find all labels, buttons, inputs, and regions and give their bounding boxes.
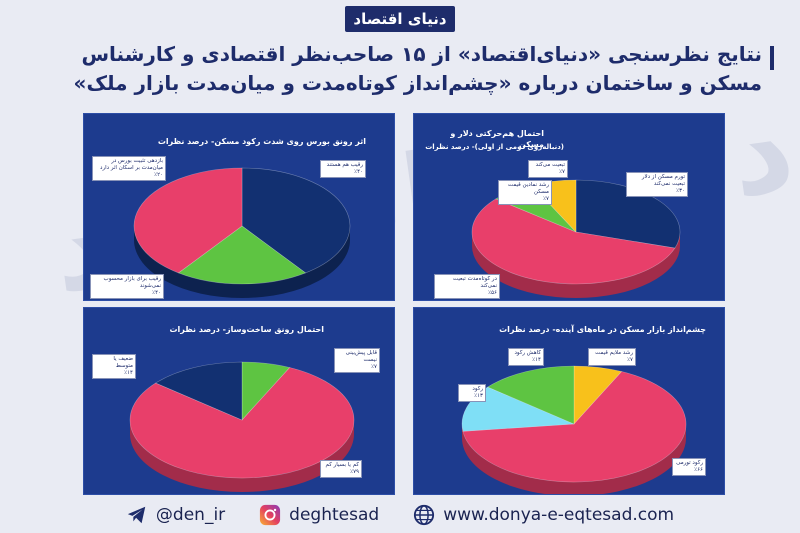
headline: نتایج نظرسنجی «دنیای‌اقتصاد» از ۱۵ صاحب‌… (73, 42, 762, 95)
pie-slice (241, 167, 351, 274)
slice-label: قابل پیش‌بینی نیست ٪۷ (334, 348, 380, 373)
chart-title: احتمال هم‌حرکتی دلار و مسکن (450, 129, 544, 149)
chart-panel-dollar: احتمال هم‌حرکتی دلار و مسکن (دنباله‌روی … (413, 113, 725, 301)
slice-label-text: رشد ملایم قیمت (595, 350, 633, 356)
slice-label-value: ٪۱۴ (532, 357, 541, 363)
pie-slice (487, 365, 575, 425)
pie-slice (177, 225, 307, 285)
slice-label-value: ٪۱۳ (474, 393, 483, 399)
pie-chart-outlook (461, 365, 687, 494)
slice-label-value: ٪۷۹ (350, 469, 359, 475)
slice-label-value: ٪۴۰ (354, 169, 363, 175)
slice-label: تورم مسکن از دلار تبعیت نمی‌کند ٪۳۰ (626, 172, 688, 197)
pie-slice (462, 371, 687, 483)
pie-slice (129, 367, 355, 479)
chart-title: اثر رونق بورس روی شدت رکود مسکن- درصد نظ… (157, 137, 366, 146)
slice-label-text: بازدهی تثبیت بورس در میان‌مدت بر اسکان ا… (100, 158, 163, 171)
chart-panel-construction: احتمال رونق ساخت‌وساز- درصد نظرات قابل پ… (83, 307, 395, 495)
slice-label: رقیب هم هستند ٪۴۰ (320, 160, 366, 178)
telegram-handle: @den_ir (155, 505, 226, 525)
globe-icon (414, 504, 435, 526)
pie-depth (134, 226, 350, 298)
instagram-handle: deghtesad (289, 505, 380, 525)
slice-label-value: ٪۶۶ (694, 467, 703, 473)
slice-label: تبعیت می‌کند ٪۷ (528, 160, 568, 178)
footer-website[interactable]: www.donya-e-eqtesad.com (413, 504, 674, 526)
slice-label-value: ٪۷ (627, 357, 633, 363)
slice-label-text: رکود (472, 386, 483, 392)
pie-slice (133, 167, 243, 274)
pie-slice (155, 361, 243, 421)
slice-label: رقیب برای بازار محسوب نمی‌شوند ٪۴۰ (90, 274, 164, 299)
slice-label-text: کاهش رکود (514, 350, 541, 356)
pie-depth (472, 232, 680, 298)
footer-telegram[interactable]: @den_ir (126, 504, 225, 526)
slice-label-text: ضعیف یا متوسط (113, 356, 133, 369)
headline-accent-bar (770, 46, 774, 70)
slice-label: بازدهی تثبیت بورس در میان‌مدت بر اسکان ا… (92, 156, 166, 181)
slice-label-value: ٪۳۰ (676, 188, 685, 194)
pie-chart-stock (133, 167, 351, 298)
slice-label-text: کم یا بسیار کم (325, 462, 359, 468)
slice-label-value: ٪۱۴ (124, 370, 133, 376)
slice-label: رکود تورمی ٪۶۶ (672, 458, 706, 476)
slice-label: کم یا بسیار کم ٪۷۹ (320, 460, 362, 478)
logo: دنیای اقتصاد (345, 6, 455, 32)
slice-label: ضعیف یا متوسط ٪۱۴ (92, 354, 136, 379)
slice-label-text: رقیب هم هستند (326, 162, 363, 168)
slice-label-value: ٪۲۰ (154, 172, 163, 178)
pie-slice (575, 179, 681, 249)
slice-label: در کوتاه‌مدت تبعیت نمی‌کند ٪۵۶ (434, 274, 500, 299)
slice-label: رکود ٪۱۳ (458, 384, 486, 402)
slice-label-value: ٪۷ (559, 169, 565, 175)
slice-label-text: رقیب برای بازار محسوب نمی‌شوند (103, 276, 161, 289)
pie-slice (573, 365, 623, 425)
slice-label: رشد نمادین قیمت مسکن ٪۷ (498, 180, 552, 205)
slice-label-text: رشد نمادین قیمت مسکن (507, 182, 549, 195)
slice-label-text: تبعیت می‌کند (535, 162, 565, 168)
slice-label-value: ٪۷ (543, 196, 549, 202)
pie-chart-dollar (471, 179, 681, 298)
slice-label-value: ٪۵۶ (488, 290, 497, 296)
chart-panel-stock: اثر رونق بورس روی شدت رکود مسکن- درصد نظ… (83, 113, 395, 301)
slice-label: رشد ملایم قیمت ٪۷ (588, 348, 636, 366)
pie-chart-construction (129, 361, 355, 492)
pie-depth (130, 420, 354, 492)
telegram-icon (127, 506, 146, 524)
footer: @den_ir deghtesad www.donya-e-eqtesad.c (0, 500, 800, 530)
slice-label-text: رکود تورمی (676, 460, 703, 466)
pie-slice (471, 198, 676, 285)
chart-panel-outlook: چشم‌انداز بازار مسکن در ماه‌های آینده- د… (413, 307, 725, 495)
slice-label-value: ٪۷ (371, 364, 377, 370)
chart-title: چشم‌انداز بازار مسکن در ماه‌های آینده- د… (499, 325, 706, 334)
footer-instagram[interactable]: deghtesad (259, 504, 379, 526)
instagram-icon (260, 504, 281, 526)
pie-slice (241, 361, 291, 421)
pie-depth (462, 424, 686, 494)
slice-label-text: قابل پیش‌بینی نیست (345, 350, 377, 363)
chart-title: احتمال رونق ساخت‌وساز- درصد نظرات (169, 325, 324, 334)
chart-subtitle: (دنباله‌روی دومی از اولی)- درصد نظرات (425, 143, 564, 151)
website-url: www.donya-e-eqtesad.com (443, 505, 675, 525)
slice-label: کاهش رکود ٪۱۴ (508, 348, 544, 366)
slice-label-value: ٪۴۰ (152, 290, 161, 296)
slice-label-text: در کوتاه‌مدت تبعیت نمی‌کند (452, 276, 497, 289)
slice-label-text: تورم مسکن از دلار تبعیت نمی‌کند (641, 174, 685, 187)
